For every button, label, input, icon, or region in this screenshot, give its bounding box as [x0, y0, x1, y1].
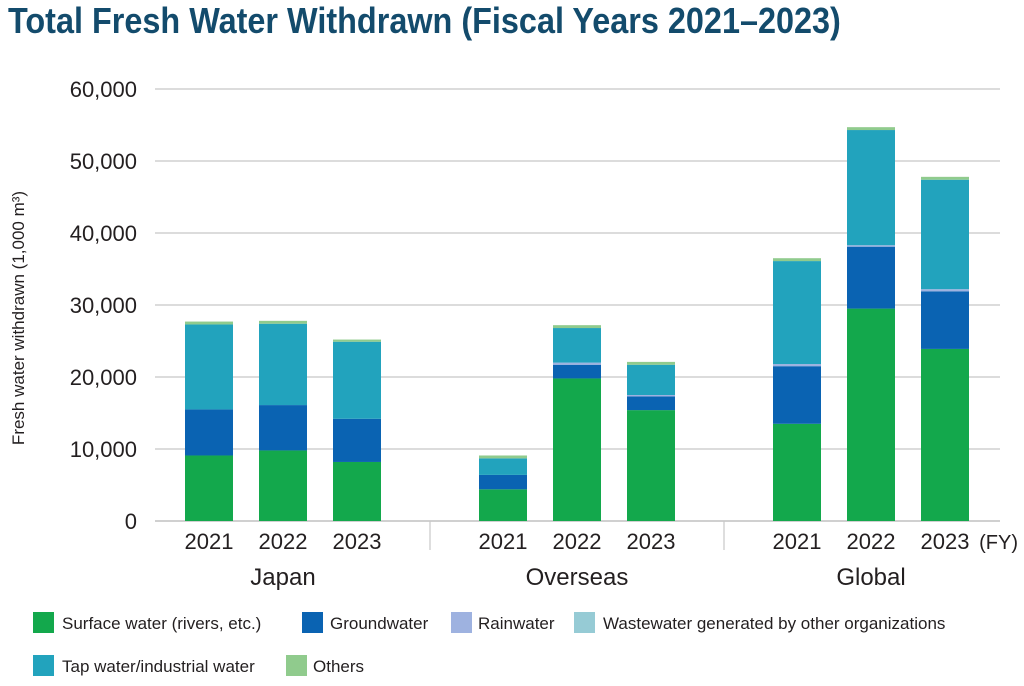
bar-segment-overseas-2023-groundwater [627, 396, 675, 411]
bar-stack-overseas-2022 [553, 325, 601, 521]
bar-segment-japan-2023-tap-water-industrial-water [333, 341, 381, 419]
bar-segment-global-2021-surface-water-rivers-etc [773, 423, 821, 521]
bar-segment-global-2021-groundwater [773, 366, 821, 424]
bar-segment-global-2022-rainwater [847, 245, 895, 247]
legend-swatch [302, 612, 323, 633]
bar-segment-overseas-2022-groundwater [553, 364, 601, 379]
y-tick-label: 20,000 [70, 365, 137, 390]
x-tick-label: 2022 [259, 529, 308, 554]
bar-segment-overseas-2022-others [553, 325, 601, 329]
bar-stack-japan-2022 [259, 320, 307, 521]
legend-swatch [33, 655, 54, 676]
bar-segment-overseas-2022-rainwater [553, 362, 601, 365]
y-tick-label: 30,000 [70, 293, 137, 318]
bar-segment-global-2023-groundwater [921, 291, 969, 349]
bar-segment-overseas-2023-surface-water-rivers-etc [627, 410, 675, 521]
bar-segment-japan-2021-surface-water-rivers-etc [185, 455, 233, 521]
bar-segment-japan-2022-surface-water-rivers-etc [259, 450, 307, 521]
y-axis: 0 10,000 20,000 30,000 40,000 50,000 60,000 Fre… [9, 77, 137, 534]
group-label: Overseas [526, 564, 629, 591]
legend-item-surface-water-rivers-etc: Surface water (rivers, etc.) [33, 612, 261, 633]
legend-item-tap-water-industrial-water: Tap water/industrial water [33, 655, 255, 676]
y-tick-label: 10,000 [70, 437, 137, 462]
bar-stack-global-2022 [847, 127, 895, 521]
legend-item-wastewater-generated-by-other-organizations: Wastewater generated by other organizati… [574, 612, 945, 633]
bar-segment-japan-2021-groundwater [185, 409, 233, 456]
legend-label: Surface water (rivers, etc.) [62, 614, 261, 633]
bar-stack-overseas-2023 [627, 361, 675, 521]
bar-segment-overseas-2021-groundwater [479, 474, 527, 490]
legend-label: Others [313, 657, 364, 676]
chart-title: Total Fresh Water Withdrawn (Fiscal Year… [8, 0, 841, 41]
bar-segment-japan-2022-others [259, 320, 307, 324]
bars [185, 127, 969, 521]
legend-label: Groundwater [330, 614, 429, 633]
x-tick-label: 2021 [479, 529, 528, 554]
bar-segment-overseas-2021-surface-water-rivers-etc [479, 489, 527, 521]
y-axis-title: Fresh water withdrawn (1,000 m³) [9, 191, 28, 445]
legend-swatch [33, 612, 54, 633]
bar-segment-overseas-2022-tap-water-industrial-water [553, 328, 601, 363]
x-tick-label: 2022 [553, 529, 602, 554]
x-tick-label: 2021 [773, 529, 822, 554]
bar-segment-overseas-2023-rainwater [627, 395, 675, 397]
bar-segment-overseas-2022-surface-water-rivers-etc [553, 378, 601, 521]
x-axis-unit-label: (FY) [979, 532, 1018, 554]
y-tick-label: 40,000 [70, 221, 137, 246]
group-label: Japan [250, 564, 315, 591]
x-axis: 2021 2022 2023 Japan 2021 2022 2023 Overseas 202… [185, 521, 1018, 591]
bar-segment-overseas-2023-others [627, 361, 675, 365]
bar-segment-japan-2022-groundwater [259, 405, 307, 451]
bar-segment-global-2021-others [773, 258, 821, 262]
bar-segment-global-2022-tap-water-industrial-water [847, 130, 895, 246]
legend-label: Rainwater [478, 614, 555, 633]
bar-segment-overseas-2021-others [479, 455, 527, 459]
bar-segment-global-2023-tap-water-industrial-water [921, 179, 969, 290]
bar-segment-japan-2021-tap-water-industrial-water [185, 324, 233, 410]
legend-item-rainwater: Rainwater [451, 612, 555, 633]
legend-item-others: Others [286, 655, 364, 676]
x-tick-label: 2023 [921, 529, 970, 554]
bar-segment-global-2022-surface-water-rivers-etc [847, 308, 895, 521]
x-tick-label: 2023 [627, 529, 676, 554]
bar-segment-japan-2021-others [185, 321, 233, 325]
bar-segment-japan-2023-surface-water-rivers-etc [333, 461, 381, 521]
legend-swatch [286, 655, 307, 676]
bar-segment-overseas-2021-tap-water-industrial-water [479, 458, 527, 475]
bar-segment-global-2022-groundwater [847, 246, 895, 309]
legend-swatch [451, 612, 472, 633]
legend-label: Tap water/industrial water [62, 657, 255, 676]
bar-stack-global-2023 [921, 176, 969, 521]
bar-segment-global-2022-others [847, 127, 895, 131]
bar-segment-overseas-2023-tap-water-industrial-water [627, 364, 675, 395]
y-tick-label: 60,000 [70, 77, 137, 102]
bar-segment-global-2023-rainwater [921, 289, 969, 292]
bar-segment-global-2023-others [921, 176, 969, 180]
legend-item-groundwater: Groundwater [302, 612, 429, 633]
y-tick-label: 50,000 [70, 149, 137, 174]
bar-segment-global-2023-surface-water-rivers-etc [921, 348, 969, 521]
bar-stack-global-2021 [773, 258, 821, 521]
group-label: Global [836, 564, 905, 591]
bar-segment-japan-2022-tap-water-industrial-water [259, 323, 307, 406]
legend-label: Wastewater generated by other organizati… [603, 614, 945, 633]
x-tick-label: 2021 [185, 529, 234, 554]
x-tick-label: 2022 [847, 529, 896, 554]
bar-stack-japan-2021 [185, 321, 233, 521]
y-tick-label: 0 [125, 509, 137, 534]
bar-segment-japan-2023-others [333, 339, 381, 342]
bar-segment-global-2021-tap-water-industrial-water [773, 261, 821, 365]
bar-stack-overseas-2021 [479, 455, 527, 521]
legend-swatch [574, 612, 595, 633]
bar-segment-japan-2023-groundwater [333, 418, 381, 462]
bar-stack-japan-2023 [333, 339, 381, 521]
x-tick-label: 2023 [333, 529, 382, 554]
legend: Surface water (rivers, etc.) Groundwater R… [33, 612, 945, 676]
bar-segment-global-2021-rainwater [773, 364, 821, 367]
